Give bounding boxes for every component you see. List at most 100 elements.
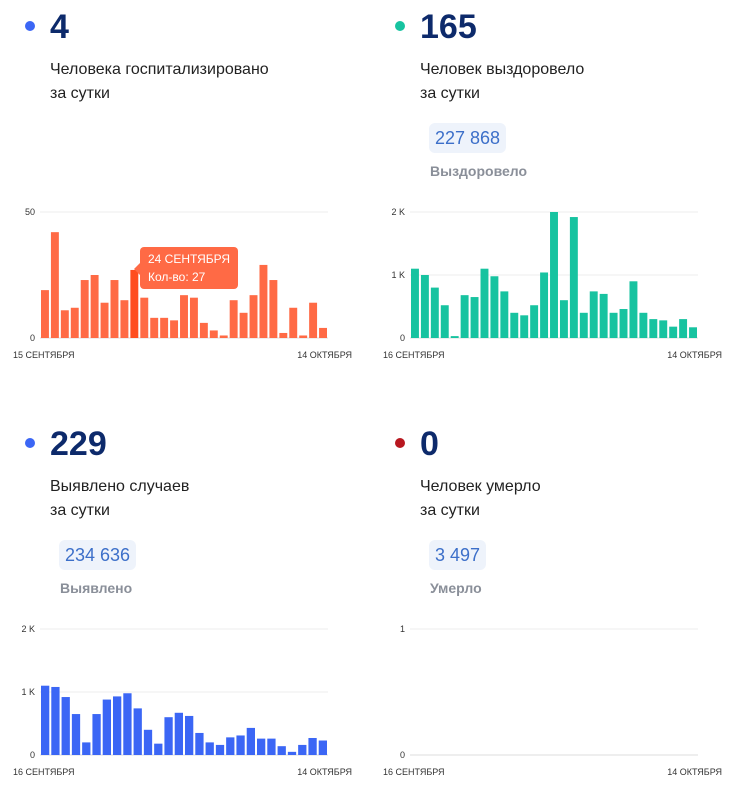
bar[interactable] xyxy=(71,714,81,755)
recovered-value: 165 xyxy=(420,8,477,46)
bar[interactable] xyxy=(195,732,204,755)
bar[interactable] xyxy=(180,295,188,338)
bar[interactable] xyxy=(133,708,142,755)
bar[interactable] xyxy=(90,275,99,338)
bar[interactable] xyxy=(51,686,60,755)
deaths-chart[interactable]: 1 0 16 СЕНТЯБРЯ 14 ОКТЯБРЯ xyxy=(370,617,722,797)
bar[interactable] xyxy=(308,737,317,755)
bar[interactable] xyxy=(319,327,327,338)
bar[interactable] xyxy=(298,744,307,755)
bar[interactable] xyxy=(199,322,208,338)
bar[interactable] xyxy=(100,302,109,338)
bar[interactable] xyxy=(289,307,298,338)
bar[interactable] xyxy=(61,697,70,755)
bar[interactable] xyxy=(185,715,194,755)
bar[interactable] xyxy=(318,740,327,755)
bar[interactable] xyxy=(102,699,111,755)
bar[interactable] xyxy=(140,297,149,338)
bar[interactable] xyxy=(267,738,276,755)
bar[interactable] xyxy=(123,693,132,755)
bar[interactable] xyxy=(279,332,288,338)
bar[interactable] xyxy=(659,320,668,338)
bar[interactable] xyxy=(299,335,308,338)
bar[interactable] xyxy=(205,742,214,755)
bar[interactable] xyxy=(150,317,159,338)
bar[interactable] xyxy=(450,336,459,338)
bar[interactable] xyxy=(189,297,198,338)
bar[interactable] xyxy=(420,275,429,338)
bar[interactable] xyxy=(170,320,179,338)
bar[interactable] xyxy=(530,305,539,338)
recovered-chart[interactable]: 2 K 1 K 0 16 СЕНТЯБРЯ 14 ОКТЯБРЯ xyxy=(370,200,722,380)
bar[interactable] xyxy=(277,746,286,755)
y-tick-label: 1 xyxy=(400,624,405,634)
bar[interactable] xyxy=(92,714,101,755)
bar[interactable] xyxy=(669,326,678,338)
bar[interactable] xyxy=(82,742,91,755)
bar[interactable] xyxy=(215,744,225,755)
bar[interactable] xyxy=(559,300,568,338)
bar[interactable] xyxy=(259,264,268,338)
bar[interactable] xyxy=(287,751,297,755)
bar[interactable] xyxy=(110,280,119,338)
bar[interactable] xyxy=(649,319,658,338)
bar[interactable] xyxy=(41,290,49,338)
bar[interactable] xyxy=(209,330,218,338)
bar[interactable] xyxy=(480,268,489,338)
tooltip-count: Кол-во: 27 xyxy=(148,270,206,284)
bar[interactable] xyxy=(60,310,69,338)
x-tick-label: 16 СЕНТЯБРЯ xyxy=(383,350,445,360)
detected-total: 234 636 xyxy=(59,540,137,570)
bar[interactable] xyxy=(120,300,129,338)
bar[interactable] xyxy=(174,712,183,755)
bar[interactable] xyxy=(619,309,628,338)
bar[interactable] xyxy=(540,272,549,338)
bar[interactable] xyxy=(80,280,89,338)
bar[interactable] xyxy=(41,685,50,755)
bar[interactable] xyxy=(550,212,558,338)
hospitalized-value: 4 xyxy=(50,8,69,46)
bar[interactable] xyxy=(249,295,258,338)
bar[interactable] xyxy=(500,291,509,338)
bar[interactable] xyxy=(470,297,479,338)
bar[interactable] xyxy=(589,291,598,338)
x-tick-label: 14 ОКТЯБРЯ xyxy=(667,767,722,777)
bar[interactable] xyxy=(219,335,228,338)
bar[interactable] xyxy=(239,312,248,338)
deaths-total: 3 497 xyxy=(429,540,487,570)
bar[interactable] xyxy=(160,317,169,338)
detected-total-label: Выявлено xyxy=(60,580,133,596)
bar[interactable] xyxy=(257,738,266,755)
bar[interactable] xyxy=(629,281,638,338)
bar[interactable] xyxy=(154,743,163,755)
bar[interactable] xyxy=(689,327,697,338)
bar[interactable] xyxy=(430,287,439,338)
bar[interactable] xyxy=(679,319,688,338)
bar[interactable] xyxy=(460,295,469,338)
bar[interactable] xyxy=(440,305,449,338)
bar[interactable] xyxy=(490,276,499,338)
bar[interactable] xyxy=(599,293,608,338)
bar[interactable] xyxy=(609,312,618,338)
bar[interactable] xyxy=(70,307,79,338)
bar[interactable] xyxy=(130,269,139,338)
bar[interactable] xyxy=(309,302,318,338)
bar[interactable] xyxy=(50,232,59,338)
bar[interactable] xyxy=(639,312,648,338)
bar[interactable] xyxy=(579,312,588,338)
x-tick-label: 16 СЕНТЯБРЯ xyxy=(383,767,445,777)
bar[interactable] xyxy=(113,696,122,755)
bar[interactable] xyxy=(246,727,255,755)
bar[interactable] xyxy=(143,729,153,755)
bar[interactable] xyxy=(164,717,173,755)
hospitalized-chart[interactable]: 50 0 15 СЕНТЯБРЯ 14 ОКТЯБРЯ xyxy=(0,200,352,380)
bar[interactable] xyxy=(569,217,578,338)
detected-chart[interactable]: 2 K 1 K 0 16 СЕНТЯБРЯ 14 ОКТЯБРЯ xyxy=(0,617,352,797)
bar[interactable] xyxy=(269,280,278,338)
bar[interactable] xyxy=(229,300,238,338)
bar[interactable] xyxy=(520,315,529,338)
bar[interactable] xyxy=(411,268,419,338)
bar[interactable] xyxy=(236,735,245,755)
bar[interactable] xyxy=(226,737,235,755)
bar[interactable] xyxy=(510,312,519,338)
